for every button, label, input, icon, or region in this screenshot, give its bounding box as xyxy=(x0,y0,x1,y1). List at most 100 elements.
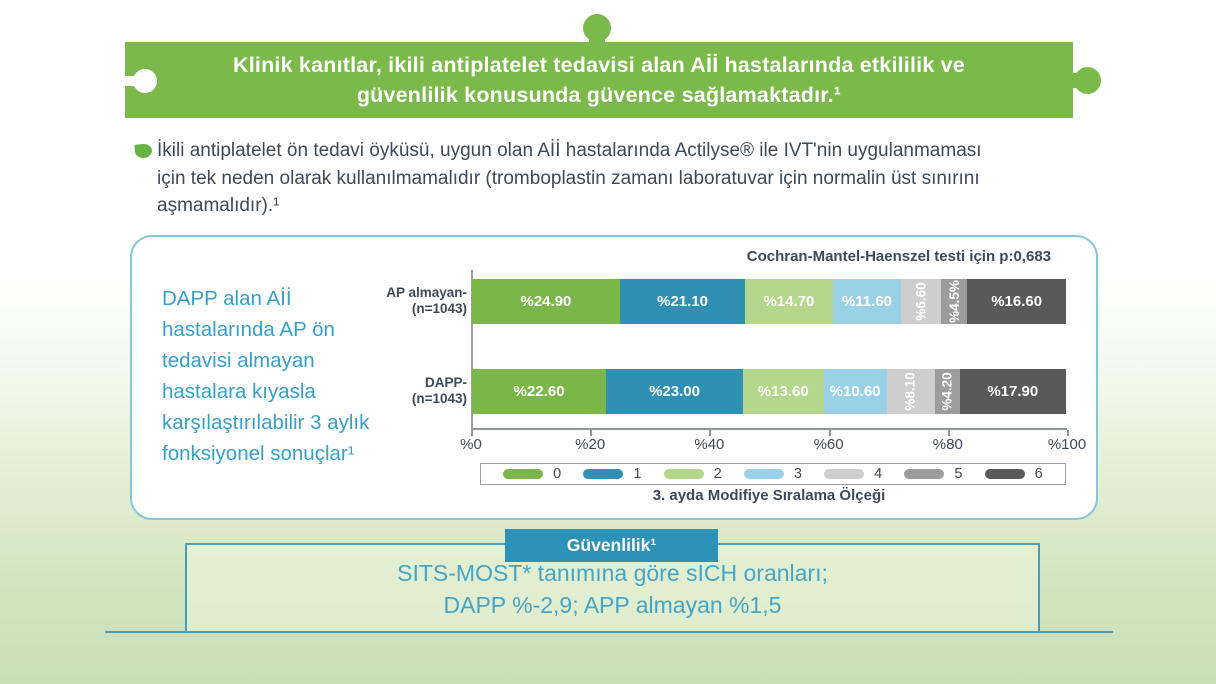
legend-item-mrs-2: 2 xyxy=(663,466,722,482)
chart-annotation-line: tedavisi almayan xyxy=(162,349,315,372)
x-axis-tick-label: %80 xyxy=(932,436,963,453)
category-n: (n=1043) xyxy=(411,300,467,316)
legend-item-mrs-1: 1 xyxy=(583,466,642,482)
x-axis-tick-label: %40 xyxy=(694,436,725,453)
bar-segment-mrs-5: %4.20 xyxy=(934,369,960,414)
p-value-note: Cochran-Mantel-Haenszel testi için p:0,6… xyxy=(746,248,1051,265)
chart-annotation-line: fonksiyonel sonuçlar¹ xyxy=(162,442,355,465)
slide-title-line: güvenlilik konusunda güvence sağlamaktad… xyxy=(356,83,842,107)
bar-segment-value: %21.10 xyxy=(657,293,708,310)
bar-segment-mrs-2: %14.70 xyxy=(745,279,833,324)
bar-segment-mrs-0: %22.60 xyxy=(472,369,607,414)
intro-text: İkili antiplatelet ön tedavi öyküsü, uyg… xyxy=(157,137,1093,220)
bar-segment-value: %24.90 xyxy=(520,293,572,310)
category-name: DAPP- xyxy=(424,375,467,390)
x-axis-tick-mark xyxy=(1067,430,1069,436)
legend-swatch-icon xyxy=(824,469,865,479)
legend-swatch-icon xyxy=(904,469,945,479)
chart-annotation-line: hastalarında AP ön xyxy=(162,318,335,341)
intro-text-line: için tek neden olarak kullanılmamalıdır … xyxy=(157,167,980,189)
category-name: AP almayan- xyxy=(386,285,467,300)
safety-text-line: SITS-MOST* tanımına göre sICH oranları; xyxy=(397,560,828,586)
legend-swatch-icon xyxy=(743,469,784,479)
x-axis-tick-mark xyxy=(709,430,712,436)
bar-segment-value: %16.60 xyxy=(991,293,1043,310)
bar-segment-value: %10.60 xyxy=(829,383,881,400)
legend-label: 2 xyxy=(713,466,722,482)
legend-swatch-icon xyxy=(984,469,1025,479)
bar-category-label-ap-almayan: AP almayan- (n=1043) xyxy=(332,285,467,316)
chart-annotation-line: DAPP alan Aİİ xyxy=(162,287,292,310)
legend-item-mrs-6: 6 xyxy=(984,466,1043,482)
bar-segment-mrs-1: %23.00 xyxy=(606,369,743,414)
legend-item-mrs-4: 4 xyxy=(824,466,882,482)
bar-segment-value: %13.60 xyxy=(757,383,809,400)
bar-segment-mrs-5: %4.5% xyxy=(940,279,968,324)
leaf-bullet-icon xyxy=(134,143,153,159)
legend-item-mrs-5: 5 xyxy=(904,466,963,482)
legend-swatch-icon xyxy=(583,469,624,479)
bar-segment-value: %4.5% xyxy=(946,280,962,323)
stacked-bar-dapp: %22.60 %23.00 %13.60 %10.60 %8.10 %4.20 %17.90 xyxy=(472,369,1066,414)
legend-label: 6 xyxy=(1034,466,1043,482)
y-axis-line xyxy=(471,270,473,428)
x-axis-title: 3. ayda Modifiye Sıralama Ölçeği xyxy=(652,487,886,504)
bar-segment-value: %6.60 xyxy=(913,282,929,321)
legend-label: 0 xyxy=(553,466,562,482)
intro-text-line: aşmamalıdır).¹ xyxy=(157,195,280,216)
x-axis-tick-label: %60 xyxy=(813,436,844,453)
bar-segment-value: %8.10 xyxy=(903,372,919,411)
x-axis-tick-mark xyxy=(947,430,950,436)
bar-segment-mrs-6: %16.60 xyxy=(967,279,1066,324)
bar-category-label-dapp: DAPP- (n=1043) xyxy=(332,375,467,406)
bar-segment-value: %23.00 xyxy=(649,383,700,400)
legend-swatch-icon xyxy=(503,469,544,479)
bottom-divider-line xyxy=(105,631,1113,633)
bar-segment-mrs-3: %11.60 xyxy=(832,279,902,324)
puzzle-tab-top-icon xyxy=(583,14,611,42)
bar-segment-value: %17.90 xyxy=(987,383,1039,400)
safety-section-badge: Güvenlilik¹ xyxy=(505,529,718,562)
legend-item-mrs-0: 0 xyxy=(503,466,561,482)
safety-text-line: DAPP %-2,9; APP almayan %1,5 xyxy=(443,592,782,618)
puzzle-notch-left-icon xyxy=(133,69,157,93)
puzzle-notch-left-icon xyxy=(125,76,138,86)
bar-segment-mrs-0: %24.90 xyxy=(472,279,620,324)
bar-segment-value: %14.70 xyxy=(763,293,815,310)
chart-annotation-line: karşılaştırılabilir 3 aylık xyxy=(162,411,370,434)
bar-segment-mrs-3: %10.60 xyxy=(823,369,887,414)
legend-label: 3 xyxy=(793,466,802,482)
bar-segment-value: %4.20 xyxy=(939,372,955,411)
x-axis-tick-mark xyxy=(590,430,593,436)
bar-segment-mrs-1: %21.10 xyxy=(619,279,746,324)
x-axis-tick-mark xyxy=(828,430,831,436)
x-axis-tick-label: %20 xyxy=(575,436,606,453)
puzzle-tab-right-icon xyxy=(1074,67,1101,94)
bar-segment-value: %22.60 xyxy=(513,383,565,400)
x-axis-line xyxy=(471,428,1067,430)
legend-label: 1 xyxy=(633,466,642,482)
legend-item-mrs-3: 3 xyxy=(743,466,802,482)
stacked-bar-ap-almayan: %24.90 %21.10 %14.70 %11.60 %6.60 %4.5% %16.60 xyxy=(472,279,1066,324)
chart-annotation-line: hastalara kıyasla xyxy=(162,380,316,403)
legend-label: 4 xyxy=(874,466,883,482)
bar-segment-value: %11.60 xyxy=(841,293,892,310)
bar-segment-mrs-4: %6.60 xyxy=(901,279,941,324)
safety-text: SITS-MOST* tanımına göre sICH oranları; … xyxy=(187,557,1038,621)
slide-title-line: Klinik kanıtlar, ikili antiplatelet teda… xyxy=(233,53,965,77)
x-axis-tick-label: %0 xyxy=(460,436,482,453)
legend-swatch-icon xyxy=(663,469,704,479)
chart-panel: DAPP alan Aİİ hastalarında AP ön tedavis… xyxy=(130,235,1098,520)
legend-label: 5 xyxy=(954,466,963,482)
bar-segment-mrs-6: %17.90 xyxy=(959,369,1066,414)
intro-text-line: İkili antiplatelet ön tedavi öyküsü, uyg… xyxy=(157,140,982,161)
header-banner: Klinik kanıtlar, ikili antiplatelet teda… xyxy=(125,14,1101,118)
category-n: (n=1043) xyxy=(411,390,467,406)
bar-segment-mrs-2: %13.60 xyxy=(742,369,824,414)
slide-title: Klinik kanıtlar, ikili antiplatelet teda… xyxy=(125,50,1073,110)
chart-legend: 0 1 2 3 4 5 6 xyxy=(480,463,1066,485)
chart-annotation: DAPP alan Aİİ hastalarında AP ön tedavis… xyxy=(162,283,422,469)
x-axis-tick-label: %100 xyxy=(1047,436,1087,453)
intro-paragraph: İkili antiplatelet ön tedavi öyküsü, uyg… xyxy=(133,137,1093,220)
